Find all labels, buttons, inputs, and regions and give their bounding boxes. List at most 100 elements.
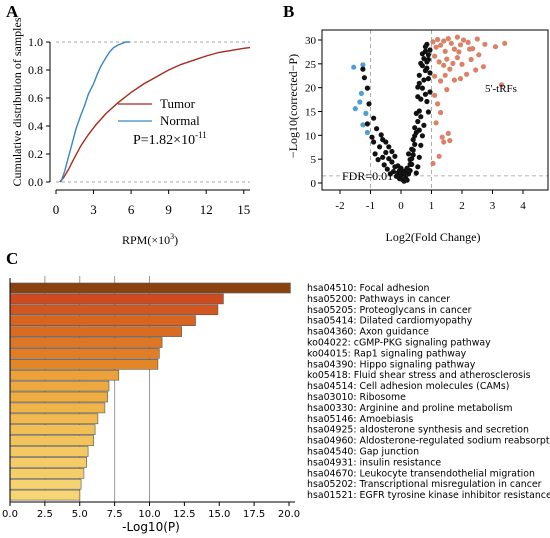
bar-10 <box>9 391 108 403</box>
point-ns <box>421 122 427 128</box>
y-tick-label: 0.0 <box>28 175 43 189</box>
bar-4 <box>9 326 182 337</box>
y-tick-label: 10 <box>305 130 317 142</box>
point-down <box>358 90 364 96</box>
chart-c: 0.0 2.5 5.0 7.5 10.0 12.5 15.0 17.5 20.0 hsa0451… <box>2 276 550 534</box>
chart-b-points <box>351 34 508 184</box>
point-up <box>450 60 456 66</box>
point-up <box>456 49 462 55</box>
point-up <box>436 153 442 159</box>
x-tick-label: 12.5 <box>173 509 195 520</box>
point-up <box>447 138 453 144</box>
bar-17 <box>9 467 85 479</box>
category-label-12: hsa05146: Amoebiasis <box>307 414 413 425</box>
x-tick-label: 12 <box>200 202 213 217</box>
chart-b: -2 -1 0 1 2 3 4 0 5 10 15 20 25 30 FDR=0.01 5'-tRFs L… <box>286 29 549 244</box>
point-up <box>442 72 448 78</box>
bar-11 <box>9 402 106 414</box>
point-ns <box>364 85 370 91</box>
series-line-normal <box>60 41 130 183</box>
point-up <box>451 77 457 83</box>
category-label-2: hsa05205: Proteoglycans in cancer <box>307 305 472 316</box>
x-tick-label: 0 <box>53 202 60 217</box>
point-ns <box>386 144 392 150</box>
point-ns <box>383 149 389 156</box>
bar-6 <box>9 348 160 359</box>
point-ns <box>374 126 380 132</box>
chart-b-fdr-annotation: FDR=0.01 <box>342 169 393 183</box>
y-tick-label: 1.0 <box>28 35 43 49</box>
point-up <box>445 130 451 136</box>
point-ns <box>396 168 403 174</box>
point-down <box>363 110 369 116</box>
point-ns <box>427 70 433 76</box>
panel-label-c: C <box>6 249 18 268</box>
point-up <box>430 39 436 45</box>
point-ns <box>425 52 431 58</box>
chart-c-axes: 0.0 2.5 5.0 7.5 10.0 12.5 15.0 17.5 20.0 <box>2 278 300 520</box>
point-up <box>438 109 444 116</box>
point-ns <box>384 166 390 172</box>
point-ns <box>419 85 425 91</box>
y-tick-label: 0.6 <box>28 91 43 105</box>
point-ns <box>415 94 421 100</box>
category-label-1: hsa05200: Pathways in cancer <box>307 294 450 305</box>
panel-label-b: B <box>283 2 294 21</box>
point-ns <box>425 56 431 63</box>
point-up <box>451 46 457 52</box>
category-label-8: ko05418: Fluid shear stress and atherosc… <box>307 370 531 381</box>
bar-18 <box>9 478 82 490</box>
point-ns <box>424 41 430 47</box>
x-tick-label: 5.0 <box>72 509 88 520</box>
point-up <box>433 44 439 50</box>
point-up <box>474 36 480 42</box>
point-ns <box>416 154 422 160</box>
bar-2 <box>9 304 219 316</box>
x-tick-label: 2 <box>459 200 465 212</box>
point-ns <box>418 114 424 120</box>
point-ns <box>415 118 421 125</box>
bar-9 <box>9 380 110 392</box>
chart-c-xlabel: -Log10(P) <box>122 520 180 534</box>
chart-c-bars <box>9 282 291 501</box>
category-label-5: ko04022: cGMP-PKG signaling pathway <box>307 338 491 349</box>
point-up <box>460 37 467 43</box>
point-up <box>468 56 474 63</box>
point-up <box>467 46 473 52</box>
y-tick-label: 25 <box>305 59 317 71</box>
bar-15 <box>9 446 89 457</box>
category-label-7: hsa04390: Hippo signaling pathway <box>307 359 476 370</box>
point-ns <box>415 84 421 90</box>
point-up <box>465 39 471 46</box>
point-up <box>444 56 450 62</box>
point-ns <box>416 127 422 133</box>
point-up <box>432 92 438 98</box>
x-tick-label: 15.0 <box>208 509 230 520</box>
y-tick-label: 20 <box>305 83 317 95</box>
point-ns <box>392 153 398 159</box>
point-up <box>454 55 460 61</box>
point-up <box>448 40 454 46</box>
x-tick-label: 7.5 <box>107 509 123 520</box>
point-up <box>430 160 436 167</box>
point-ns <box>419 133 425 139</box>
y-tick-label: 0 <box>311 178 317 190</box>
x-tick-label: 10.0 <box>138 509 160 520</box>
y-tick-label: 0.8 <box>28 63 43 77</box>
point-ns <box>389 159 395 165</box>
y-tick-label: 0.2 <box>28 147 43 161</box>
point-ns <box>371 115 377 121</box>
point-up <box>435 36 441 43</box>
point-ns <box>412 141 418 147</box>
plot-frame <box>321 29 549 191</box>
point-ns <box>407 161 413 167</box>
point-up <box>454 34 460 40</box>
bar-0 <box>9 282 291 294</box>
point-up <box>444 87 450 93</box>
category-label-9: hsa04514: Cell adhesion molecules (CAMs) <box>307 381 509 392</box>
y-tick-label: 5 <box>311 154 317 166</box>
point-up <box>441 62 447 68</box>
category-label-11: hsa00330: Arginine and proline metabolis… <box>307 403 513 414</box>
chart-b-axes: -2 -1 0 1 2 3 4 0 5 10 15 20 25 30 <box>305 29 549 212</box>
